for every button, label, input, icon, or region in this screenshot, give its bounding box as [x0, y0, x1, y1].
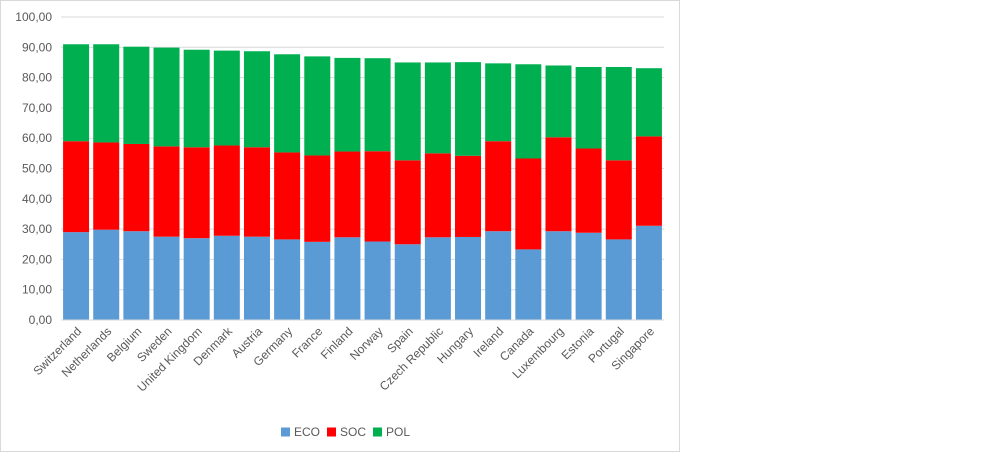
legend-swatch	[327, 427, 336, 437]
legend-swatch	[281, 427, 290, 437]
bar-segment-pol	[485, 63, 512, 142]
bar-segment-eco	[93, 229, 120, 320]
bar-segment-pol	[304, 56, 331, 156]
bar-segment-pol	[515, 64, 542, 159]
bar-segment-eco	[515, 249, 542, 320]
bar-segment-soc	[575, 148, 602, 233]
bar-segment-soc	[455, 155, 482, 237]
legend-item-eco: ECO	[281, 425, 320, 439]
y-tick-label: 40,00	[22, 192, 52, 206]
bar-segment-eco	[334, 237, 361, 320]
bar-segment-pol	[455, 62, 482, 156]
bar-segment-eco	[153, 236, 180, 320]
bar-segment-pol	[183, 49, 210, 148]
bar-segment-pol	[364, 58, 391, 152]
bar-segment-soc	[605, 160, 632, 240]
legend-label: SOC	[340, 425, 366, 439]
legend-label: POL	[386, 425, 410, 439]
bar-segment-soc	[515, 158, 542, 250]
legend-label: ECO	[294, 425, 320, 439]
legend-swatch	[373, 427, 382, 437]
bar-segment-soc	[274, 152, 301, 240]
y-tick-label: 70,00	[22, 101, 52, 115]
bar-segment-pol	[424, 62, 451, 154]
bar-segment-soc	[304, 155, 331, 242]
bar-segment-soc	[243, 147, 270, 237]
bar-segment-eco	[635, 225, 662, 320]
bar-segment-eco	[394, 244, 421, 320]
bar-segment-pol	[334, 57, 361, 152]
y-tick-label: 100,00	[15, 10, 52, 24]
legend-item-pol: POL	[373, 425, 410, 439]
bar-segment-soc	[485, 141, 512, 232]
bar-segment-eco	[274, 239, 301, 320]
gridlines	[61, 16, 664, 291]
bar-segment-pol	[213, 50, 240, 146]
bar-segment-pol	[93, 44, 120, 143]
bar-segment-eco	[485, 231, 512, 320]
x-tick-label: Norway	[347, 324, 386, 363]
legend-item-soc: SOC	[327, 425, 366, 439]
bar-segment-pol	[63, 44, 90, 142]
bar-segment-soc	[364, 151, 391, 242]
bar-segment-pol	[635, 68, 662, 137]
y-tick-label: 30,00	[22, 222, 52, 236]
bar-segment-eco	[455, 236, 482, 320]
bar-segment-eco	[424, 237, 451, 320]
y-tick-label: 20,00	[22, 252, 52, 266]
bar-segment-eco	[364, 241, 391, 320]
bar-segment-eco	[605, 239, 632, 320]
bar-segment-eco	[213, 235, 240, 320]
chart-area: 0,00 10,00 20,00 30,00 40,00 50,00 60,00 70,00 8…	[0, 0, 680, 452]
bar-segment-soc	[93, 142, 120, 230]
bar-segment-soc	[635, 136, 662, 226]
bar-segment-soc	[334, 151, 361, 238]
y-tick-label: 50,00	[22, 162, 52, 176]
y-tick-label: 60,00	[22, 131, 52, 145]
bar-segment-soc	[153, 146, 180, 237]
bar-segment-pol	[123, 46, 150, 144]
bar-segment-soc	[424, 153, 451, 238]
bar-segment-soc	[213, 145, 240, 236]
x-axis-tick-labels: SwitzerlandNetherlandsBelgiumSwedenUnite…	[30, 324, 657, 395]
bar-segment-soc	[545, 137, 572, 232]
bar-segment-eco	[304, 241, 331, 320]
bars	[63, 44, 662, 320]
bar-segment-pol	[605, 66, 632, 161]
bar-segment-eco	[575, 232, 602, 320]
bar-segment-pol	[575, 66, 602, 149]
bar-segment-eco	[183, 238, 210, 320]
legend: ECO SOC POL	[281, 425, 410, 439]
bar-segment-eco	[243, 236, 270, 320]
y-tick-label: 0,00	[29, 313, 53, 327]
bar-segment-pol	[394, 62, 421, 161]
bar-segment-pol	[243, 51, 270, 148]
stacked-bar-chart: 0,00 10,00 20,00 30,00 40,00 50,00 60,00 70,00 8…	[15, 10, 664, 439]
bar-segment-soc	[123, 143, 150, 232]
bar-segment-eco	[545, 231, 572, 320]
bar-segment-eco	[123, 231, 150, 320]
bar-segment-eco	[63, 232, 90, 320]
bar-segment-soc	[63, 141, 90, 233]
y-tick-label: 90,00	[22, 40, 52, 54]
y-tick-label: 80,00	[22, 71, 52, 85]
bar-segment-soc	[394, 160, 421, 245]
y-axis-tick-labels: 0,00 10,00 20,00 30,00 40,00 50,00 60,00 70,00 8…	[15, 10, 52, 327]
bar-segment-pol	[274, 54, 301, 153]
bar-segment-soc	[183, 147, 210, 239]
y-tick-label: 10,00	[22, 283, 52, 297]
bar-segment-pol	[545, 65, 572, 138]
bar-segment-pol	[153, 47, 180, 147]
